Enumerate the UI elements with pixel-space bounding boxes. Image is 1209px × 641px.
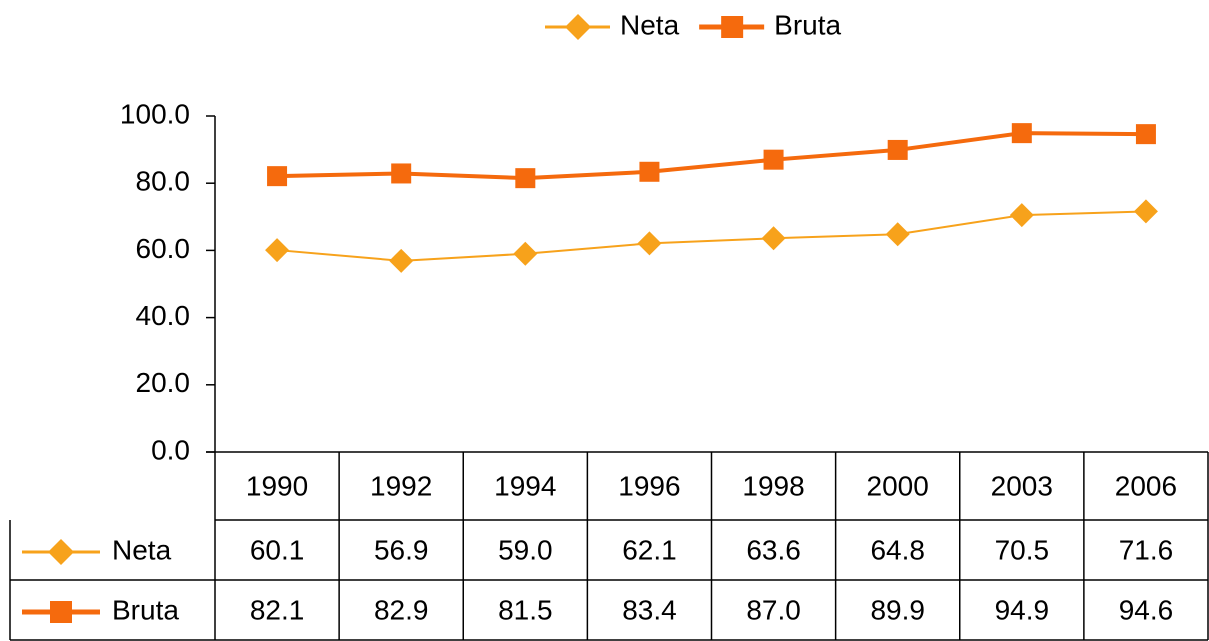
marker — [513, 241, 538, 266]
x-tick-label: 2006 — [1115, 470, 1177, 501]
legend-marker — [721, 16, 744, 38]
marker — [391, 163, 412, 184]
x-tick-label: 1996 — [618, 470, 680, 501]
table-value: 71.6 — [1119, 534, 1174, 565]
table-value: 63.6 — [746, 534, 801, 565]
x-tick-label: 2000 — [867, 470, 929, 501]
marker — [267, 166, 288, 187]
y-tick-label: 80.0 — [136, 166, 191, 197]
marker — [515, 168, 536, 189]
marker — [763, 149, 784, 170]
line — [276, 210, 1146, 262]
marker — [761, 226, 786, 251]
x-tick-label: 1994 — [494, 470, 556, 501]
legend-marker — [565, 14, 591, 40]
marker — [885, 222, 910, 247]
y-tick-label: 40.0 — [136, 300, 191, 331]
marker — [1133, 199, 1158, 224]
table-value: 81.5 — [498, 594, 553, 625]
x-tick-label: 1998 — [742, 470, 804, 501]
x-tick-label: 2003 — [991, 470, 1053, 501]
y-tick-label: 20.0 — [136, 367, 191, 398]
y-tick-label: 0.0 — [151, 434, 190, 465]
table-value: 83.4 — [622, 594, 677, 625]
x-tick-label: 1990 — [246, 470, 308, 501]
line — [277, 131, 1146, 181]
table-value: 82.9 — [374, 594, 429, 625]
marker — [389, 248, 414, 273]
marker — [1009, 203, 1034, 228]
table-value: 60.1 — [250, 534, 305, 565]
marker — [887, 139, 908, 160]
table-value: 59.0 — [498, 534, 553, 565]
table-value: 89.9 — [870, 594, 925, 625]
marker — [639, 161, 660, 182]
table-value: 56.9 — [374, 534, 429, 565]
table-value: 82.1 — [250, 594, 305, 625]
marker — [1135, 124, 1156, 145]
legend-marker — [50, 601, 72, 623]
x-tick-label: 1992 — [370, 470, 432, 501]
legend-marker — [48, 539, 74, 565]
table-series-name: Bruta — [112, 594, 179, 625]
table-value: 70.5 — [995, 534, 1050, 565]
table-series-name: Neta — [112, 534, 172, 565]
marker — [1011, 123, 1032, 144]
marker — [265, 238, 290, 263]
legend-label: Bruta — [774, 9, 841, 40]
table-value: 94.9 — [995, 594, 1050, 625]
table-value: 64.8 — [870, 534, 925, 565]
table-value: 94.6 — [1119, 594, 1174, 625]
table-value: 62.1 — [622, 534, 677, 565]
y-tick-label: 100.0 — [120, 98, 190, 129]
legend-label: Neta — [620, 9, 680, 40]
table-value: 87.0 — [746, 594, 801, 625]
marker — [637, 231, 662, 256]
y-tick-label: 60.0 — [136, 233, 191, 264]
